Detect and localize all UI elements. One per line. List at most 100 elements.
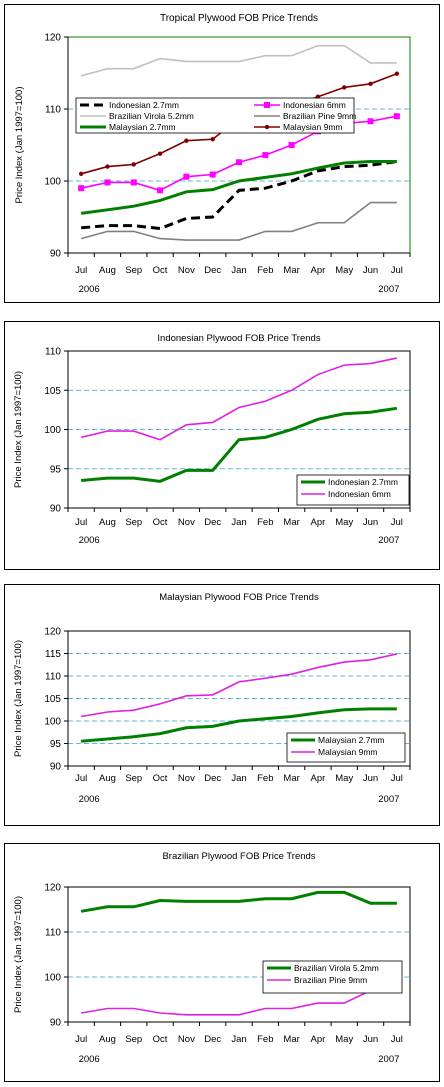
legend-label: Indonesian 2.7mm: [109, 100, 179, 110]
year-label: 2006: [79, 535, 100, 546]
x-tick-label: Jun: [363, 265, 378, 276]
data-point: [104, 179, 111, 186]
x-tick-label: Nov: [178, 517, 195, 528]
x-tick-label: Jul: [75, 773, 87, 784]
x-tick-label: Nov: [178, 773, 195, 784]
y-tick-label: 110: [45, 105, 61, 116]
legend-label: Indonesian 2.7mm: [328, 477, 398, 487]
y-tick-label: 120: [44, 627, 61, 638]
x-tick-label: Jan: [231, 265, 246, 276]
x-tick-label: Jul: [75, 265, 87, 276]
x-tick-label: Jun: [363, 1034, 378, 1045]
data-point: [78, 171, 84, 176]
y-tick-label: 95: [50, 464, 62, 475]
year-label: 2007: [378, 794, 399, 805]
series-1: [81, 653, 398, 718]
series-1: [81, 989, 397, 1016]
data-point: [157, 187, 164, 194]
tropical-chart: Tropical Plywood FOB Price Trends 90 100 11…: [14, 13, 411, 295]
series-line: [80, 890, 397, 913]
x-tick-label: Jul: [391, 773, 403, 784]
series-line: [80, 201, 397, 241]
data-point: [394, 71, 400, 76]
legend-box: [296, 474, 410, 506]
chart-title: Indonesian Plywood FOB Price Trends: [157, 333, 320, 344]
x-tick-label: Feb: [257, 265, 273, 276]
data-point: [184, 138, 189, 143]
series-line: [81, 160, 398, 231]
y-tick-label: 90: [50, 249, 62, 260]
chart-title: Malaysian Plywood FOB Price Trends: [159, 592, 319, 603]
x-tick-label: May: [335, 773, 353, 784]
x-tick-label: Apr: [311, 265, 326, 276]
x-tick-label: Aug: [99, 773, 116, 784]
y-tick-label: 95: [50, 739, 62, 750]
data-point: [236, 159, 242, 166]
data-point: [393, 113, 400, 120]
legend: Indonesian 2.7mm Indonesian 6mm: [296, 474, 410, 506]
y-axis-label: Price Index (Jan 1997=100): [13, 640, 24, 757]
data-point: [105, 164, 110, 169]
series-3: [80, 201, 397, 241]
legend-box: [286, 732, 406, 763]
legend-label: Malaysian 9mm: [283, 122, 343, 132]
series-line: [81, 989, 397, 1016]
chart-title: Brazilian Plywood FOB Price Trends: [162, 851, 315, 862]
x-tick-label: May: [335, 517, 353, 528]
x-tick-label: Apr: [311, 517, 326, 528]
legend-marker: [264, 102, 270, 108]
x-tick-label: Dec: [204, 265, 221, 276]
data-point: [210, 137, 215, 142]
y-tick-label: 115: [45, 649, 61, 660]
y-tick-label: 90: [50, 504, 62, 515]
x-tick-label: Jan: [231, 1034, 246, 1045]
x-tick-label: Oct: [153, 773, 168, 784]
x-tick-label: Jan: [231, 773, 246, 784]
x-tick-label: Sep: [125, 265, 142, 276]
y-tick-label: 90: [50, 1018, 62, 1029]
legend-label: Malaysian 2.7mm: [318, 735, 385, 745]
series-line: [80, 357, 398, 441]
x-tick-label: Mar: [283, 265, 299, 276]
malaysian-chart: Malaysian Plywood FOB Price Trends 90 95 10…: [13, 592, 411, 805]
x-tick-label: Dec: [204, 517, 221, 528]
legend-label: Brazilian Pine 9mm: [294, 975, 367, 985]
y-tick-label: 120: [44, 883, 61, 894]
x-tick-label: Mar: [283, 773, 299, 784]
series-0: [81, 160, 398, 231]
y-tick-label: 105: [44, 386, 61, 397]
data-point: [157, 151, 163, 156]
series-line: [81, 406, 398, 483]
legend: Malaysian 2.7mm Malaysian 9mm: [286, 732, 406, 763]
x-tick-label: Feb: [257, 773, 273, 784]
legend-label: Brazilian Virola 5.2mm: [294, 963, 379, 973]
x-tick-label: Mar: [283, 517, 299, 528]
indonesian-chart: Indonesian Plywood FOB Price Trends 90 95 1…: [13, 333, 411, 546]
data-point: [368, 81, 373, 87]
indonesian-chart-panel: Indonesian Plywood FOB Price Trends 90 95 1…: [4, 321, 440, 570]
legend-label: Malaysian 2.7mm: [109, 122, 176, 132]
y-tick-label: 90: [50, 762, 62, 773]
x-tick-label: Jul: [391, 265, 403, 276]
x-tick-label: Dec: [204, 1034, 221, 1045]
series-line: [81, 653, 398, 718]
x-tick-label: Jun: [363, 773, 378, 784]
tropical-chart-panel: Tropical Plywood FOB Price Trends 90 100 11…: [4, 4, 440, 303]
year-label: 2007: [378, 1054, 399, 1065]
x-tick-label: Mar: [283, 1034, 299, 1045]
brazilian-chart: Brazilian Plywood FOB Price Trends 90 100 1…: [13, 851, 411, 1065]
legend-marker: [264, 124, 270, 130]
x-tick-label: Jul: [391, 517, 403, 528]
year-label: 2007: [378, 535, 399, 546]
series-0: [81, 707, 397, 743]
year-label: 2007: [378, 284, 399, 295]
series-1: [80, 357, 398, 441]
series-4: [80, 160, 397, 215]
x-tick-label: Sep: [125, 773, 142, 784]
year-label: 2006: [79, 794, 100, 805]
series-line: [80, 44, 397, 77]
legend-label: Malaysian 9mm: [318, 747, 378, 757]
data-point: [288, 142, 295, 148]
y-tick-label: 100: [44, 425, 61, 436]
series-0: [80, 890, 397, 913]
